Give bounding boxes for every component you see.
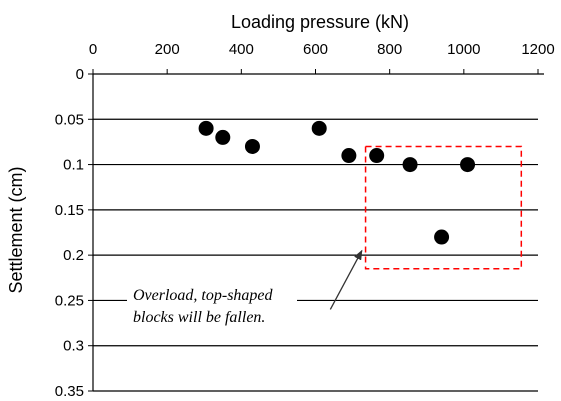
y-tick-label-2: 0.1 <box>63 157 84 174</box>
annotation-label-background <box>127 282 297 328</box>
x-tick-label-0: 0 <box>89 41 97 58</box>
data-point-8 <box>460 157 476 173</box>
y-tick-label-1: 0.05 <box>55 111 84 128</box>
x-tick-label-2: 400 <box>229 41 254 58</box>
point-layer <box>198 120 476 245</box>
x-tick-label-3: 600 <box>303 41 328 58</box>
y-axis-title: Settlement (cm) <box>6 166 26 293</box>
data-point-2 <box>215 129 231 145</box>
y-tick-label-4: 0.2 <box>63 247 84 264</box>
data-point-4 <box>311 120 327 136</box>
data-point-5 <box>341 148 357 164</box>
tick-label-layer: 0 0.05 0.1 0.15 0.2 0.25 0.3 0.35 0 200 400 600 800 1… <box>55 41 555 400</box>
y-tick-label-6: 0.3 <box>63 338 84 355</box>
x-tick-label-4: 800 <box>377 41 402 58</box>
y-tick-label-0: 0 <box>76 66 84 83</box>
annotation-layer: Overload, top-shaped blocks will be falle… <box>127 145 523 328</box>
data-point-9 <box>434 229 450 245</box>
overload-region-box <box>364 145 523 270</box>
x-tick-label-1: 200 <box>155 41 180 58</box>
data-point-3 <box>244 138 260 154</box>
x-axis-title: Loading pressure (kN) <box>231 12 409 32</box>
annotation-text-line-2: blocks will be fallen. <box>133 309 265 326</box>
data-point-1 <box>198 120 214 136</box>
x-tick-label-5: 1000 <box>447 41 480 58</box>
y-tick-label-3: 0.15 <box>55 202 84 219</box>
data-point-6 <box>369 148 385 164</box>
data-point-7 <box>402 157 418 173</box>
y-tick-label-7: 0.35 <box>55 383 84 400</box>
y-tick-label-5: 0.25 <box>55 292 84 309</box>
axis-layer <box>88 69 544 392</box>
annotation-text-line-1: Overload, top-shaped <box>133 287 274 304</box>
x-tick-label-6: 1200 <box>521 41 554 58</box>
annotation-arrow <box>329 249 363 310</box>
